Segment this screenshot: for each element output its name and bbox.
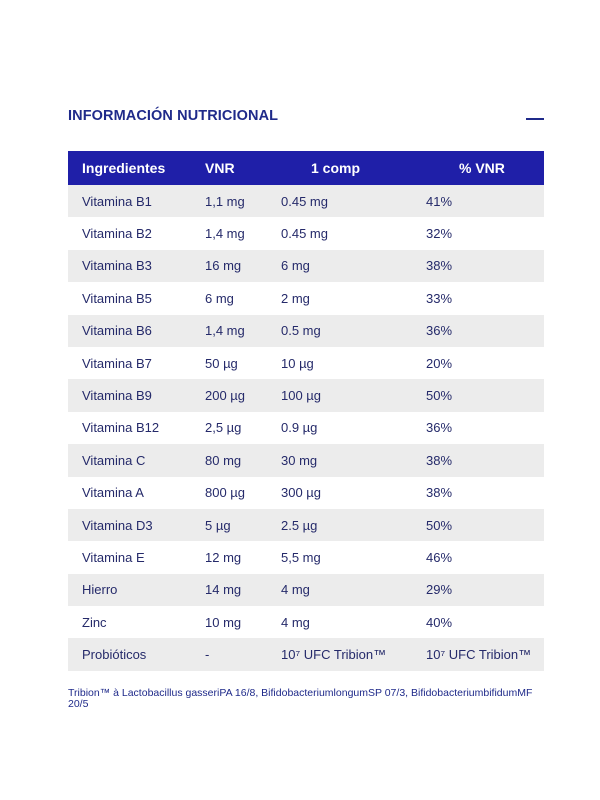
table-header-row: Ingredientes VNR 1 comp % VNR (68, 151, 544, 185)
table-cell: 50% (426, 508, 544, 542)
nutrition-table-container: Ingredientes VNR 1 comp % VNR Vitamina B… (68, 151, 544, 671)
table-row: Vitamina B12 2,5 µg 0.9 µg 36% (68, 411, 544, 445)
table-cell: 16 mg (205, 249, 281, 283)
table-cell: Vitamina B2 (68, 217, 205, 250)
table-cell: Vitamina B1 (68, 185, 205, 218)
table-row: Zinc 10 mg 4 mg 40% (68, 606, 544, 639)
table-cell: 32% (426, 217, 544, 250)
table-cell: 38% (426, 476, 544, 509)
column-header: VNR (205, 151, 281, 185)
table-cell: Vitamina B6 (68, 314, 205, 347)
table-cell: 10 µg (281, 346, 426, 380)
table-cell: 38% (426, 249, 544, 283)
column-header: Ingredientes (68, 151, 205, 185)
table-row: Hierro 14 mg 4 mg 29% (68, 573, 544, 607)
table-cell: 38% (426, 444, 544, 477)
table-cell: 6 mg (205, 282, 281, 315)
table-cell: 41% (426, 185, 544, 218)
table-cell: Probióticos (68, 638, 205, 671)
table-cell: 36% (426, 314, 544, 347)
table-cell: Vitamina E (68, 541, 205, 574)
table-cell: 1,4 mg (205, 217, 281, 250)
table-cell: Zinc (68, 606, 205, 639)
table-cell: 50 µg (205, 346, 281, 380)
nutrition-table: Ingredientes VNR 1 comp % VNR Vitamina B… (68, 151, 544, 671)
table-row: Probióticos - 10⁷ UFC Tribion™ 10⁷ UFC T… (68, 638, 544, 671)
table-cell: 50% (426, 379, 544, 412)
section-header: INFORMACIÓN NUTRICIONAL (68, 108, 544, 128)
table-cell: 0.45 mg (281, 217, 426, 250)
minus-icon[interactable] (526, 118, 544, 120)
table-cell: Hierro (68, 573, 205, 607)
table-cell: 29% (426, 573, 544, 607)
table-cell: 5 µg (205, 508, 281, 542)
table-cell: Vitamina B9 (68, 379, 205, 412)
table-row: Vitamina D3 5 µg 2.5 µg 50% (68, 508, 544, 542)
table-row: Vitamina B1 1,1 mg 0.45 mg 41% (68, 185, 544, 218)
table-cell: 5,5 mg (281, 541, 426, 574)
table-cell: 200 µg (205, 379, 281, 412)
table-row: Vitamina B6 1,4 mg 0.5 mg 36% (68, 314, 544, 347)
table-cell: 4 mg (281, 606, 426, 639)
table-cell: 1,1 mg (205, 185, 281, 218)
table-cell: - (205, 638, 281, 671)
table-row: Vitamina E 12 mg 5,5 mg 46% (68, 541, 544, 574)
table-cell: 12 mg (205, 541, 281, 574)
table-cell: 0.45 mg (281, 185, 426, 218)
section-title: INFORMACIÓN NUTRICIONAL (68, 108, 279, 124)
table-cell: Vitamina B7 (68, 346, 205, 380)
table-cell: 0.9 µg (281, 411, 426, 445)
table-row: Vitamina C 80 mg 30 mg 38% (68, 444, 544, 477)
table-cell: 100 µg (281, 379, 426, 412)
table-cell: 30 mg (281, 444, 426, 477)
table-cell: 40% (426, 606, 544, 639)
table-cell: Vitamina B5 (68, 282, 205, 315)
table-cell: 300 µg (281, 476, 426, 509)
table-cell: 1,4 mg (205, 314, 281, 347)
table-cell: 36% (426, 411, 544, 445)
table-cell: 800 µg (205, 476, 281, 509)
table-cell: 20% (426, 346, 544, 380)
table-cell: 6 mg (281, 249, 426, 283)
table-cell: 46% (426, 541, 544, 574)
table-cell: Vitamina B12 (68, 411, 205, 445)
table-row: Vitamina A 800 µg 300 µg 38% (68, 476, 544, 509)
table-cell: 33% (426, 282, 544, 315)
table-row: Vitamina B9 200 µg 100 µg 50% (68, 379, 544, 412)
table-cell: 2,5 µg (205, 411, 281, 445)
footnote: Tribion™ à Lactobacillus gasseriPA 16/8,… (68, 687, 533, 710)
column-header: 1 comp (281, 151, 426, 185)
table-cell: Vitamina A (68, 476, 205, 509)
table-cell: 10⁷ UFC Tribion™ (426, 638, 544, 671)
table-cell: Vitamina D3 (68, 508, 205, 542)
table-cell: Vitamina C (68, 444, 205, 477)
table-cell: 14 mg (205, 573, 281, 607)
table-row: Vitamina B5 6 mg 2 mg 33% (68, 282, 544, 315)
table-row: Vitamina B2 1,4 mg 0.45 mg 32% (68, 217, 544, 250)
table-row: Vitamina B7 50 µg 10 µg 20% (68, 346, 544, 380)
table-cell: 80 mg (205, 444, 281, 477)
table-cell: 2 mg (281, 282, 426, 315)
column-header: % VNR (426, 151, 544, 185)
table-cell: 0.5 mg (281, 314, 426, 347)
table-cell: 10 mg (205, 606, 281, 639)
table-row: Vitamina B3 16 mg 6 mg 38% (68, 249, 544, 283)
table-cell: 2.5 µg (281, 508, 426, 542)
table-cell: Vitamina B3 (68, 249, 205, 283)
table-cell: 4 mg (281, 573, 426, 607)
table-cell: 10⁷ UFC Tribion™ (281, 638, 426, 671)
